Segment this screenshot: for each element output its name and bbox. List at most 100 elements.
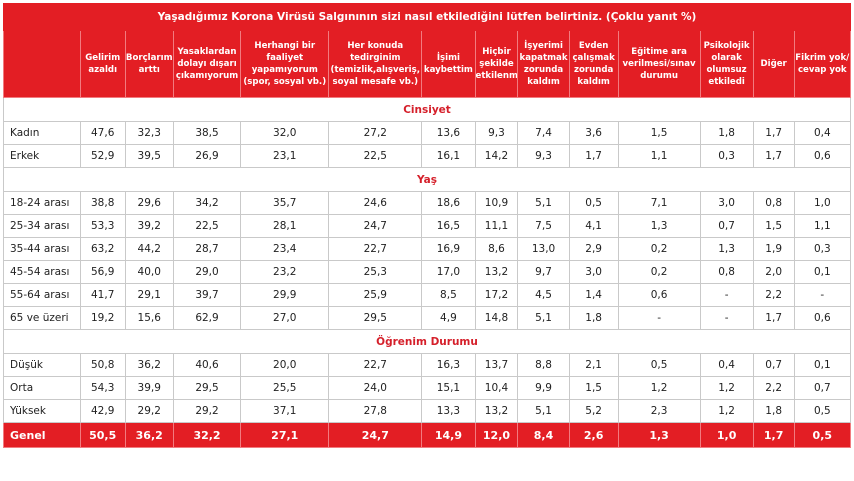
table-cell: 22,7	[328, 353, 423, 377]
table-cell: 0,7	[793, 376, 852, 400]
table-cell: 1,2	[699, 399, 754, 423]
table-cell: 0,2	[617, 237, 701, 261]
table-cell: 10,9	[474, 191, 519, 215]
table-cell: 29,9	[240, 283, 330, 307]
table-cell: 3,0	[699, 191, 754, 215]
row-label: Kadın	[3, 121, 81, 145]
row-label: 65 ve üzeri	[3, 306, 81, 330]
table-cell: 0,7	[752, 353, 795, 377]
table-cell: 1,2	[699, 376, 754, 400]
table-cell: 27,2	[328, 121, 423, 145]
table-cell: 8,6	[474, 237, 519, 261]
table-cell: 1,0	[793, 191, 852, 215]
table-cell: 39,7	[172, 283, 242, 307]
table-cell: 9,3	[474, 121, 519, 145]
table-cell: 44,2	[124, 237, 174, 261]
table-cell: 42,9	[79, 399, 126, 423]
section-title: Öğrenim Durumu	[3, 329, 851, 354]
table-cell: 40,6	[172, 353, 242, 377]
total-cell: 36,2	[124, 422, 174, 448]
table-cell: 3,6	[568, 121, 619, 145]
table-row: Orta 54,3 39,9 29,5 25,5 24,0 15,1 10,4 9,9 1,5 1,…	[3, 376, 852, 400]
table-cell: -	[699, 283, 754, 307]
table-cell: 7,4	[517, 121, 570, 145]
table-cell: 1,2	[617, 376, 701, 400]
table-cell: 1,8	[752, 399, 795, 423]
table-cell: 32,0	[240, 121, 330, 145]
row-label: Yüksek	[3, 399, 81, 423]
table-cell: 16,1	[421, 144, 476, 168]
table-cell: 1,5	[568, 376, 619, 400]
table-cell: 0,7	[699, 214, 754, 238]
table-cell: 23,4	[240, 237, 330, 261]
table-cell: 20,0	[240, 353, 330, 377]
table-body: Cinsiyet Kadın 47,6 32,3 38,5 32,0 27,2 13,6 9,3…	[3, 97, 852, 448]
table-cell: 0,8	[752, 191, 795, 215]
header-cell: Fikrim yok/ cevap yok	[793, 30, 852, 98]
table-cell: 8,8	[517, 353, 570, 377]
table-cell: 47,6	[79, 121, 126, 145]
table-cell: 1,3	[617, 214, 701, 238]
row-label: 55-64 arası	[3, 283, 81, 307]
table-cell: 5,1	[517, 306, 570, 330]
table-row: Erkek 52,9 39,5 26,9 23,1 22,5 16,1 14,2 9,3 1,7 1…	[3, 144, 852, 168]
total-cell: 2,6	[568, 422, 619, 448]
table-cell: 53,3	[79, 214, 126, 238]
table-cell: 1,5	[752, 214, 795, 238]
header-cell: İşimi kaybettim	[421, 30, 476, 98]
header-cell: Eğitime ara verilmesi/sınav durumu	[617, 30, 701, 98]
table-cell: 13,2	[474, 399, 519, 423]
table-cell: 2,0	[752, 260, 795, 284]
table-cell: 52,9	[79, 144, 126, 168]
table-cell: 40,0	[124, 260, 174, 284]
row-label: 45-54 arası	[3, 260, 81, 284]
table-cell: 0,2	[617, 260, 701, 284]
table-cell: 0,4	[699, 353, 754, 377]
table-cell: 1,7	[752, 121, 795, 145]
table-cell: 35,7	[240, 191, 330, 215]
table-cell: 29,5	[328, 306, 423, 330]
table-cell: 29,0	[172, 260, 242, 284]
table-cell: 15,1	[421, 376, 476, 400]
table-cell: 2,1	[568, 353, 619, 377]
table-cell: 2,2	[752, 283, 795, 307]
table-cell: 39,5	[124, 144, 174, 168]
table-cell: 1,4	[568, 283, 619, 307]
table-cell: 0,4	[793, 121, 852, 145]
table-row: 35-44 arası 63,2 44,2 28,7 23,4 22,7 16,9 8,6 13…	[3, 237, 852, 261]
header-label-cell	[3, 30, 81, 98]
survey-results-table: Yaşadığımız Korona Virüsü Salgınının siz…	[3, 3, 852, 448]
table-cell: 9,7	[517, 260, 570, 284]
table-cell: 29,1	[124, 283, 174, 307]
table-cell: 13,3	[421, 399, 476, 423]
total-label: Genel	[3, 422, 81, 448]
table-cell: 50,8	[79, 353, 126, 377]
table-cell: 1,8	[699, 121, 754, 145]
header-cell: Yasaklardan dolayı dışarı çıkamıyorum	[172, 30, 242, 98]
header-row: Gelirim azaldı Borçlarım arttı Yasaklard…	[3, 30, 852, 98]
table-cell: 29,6	[124, 191, 174, 215]
table-cell: 13,2	[474, 260, 519, 284]
section-title: Yaş	[3, 167, 851, 192]
table-row: 65 ve üzeri 19,2 15,6 62,9 27,0 29,5 4,9 14,8 5,…	[3, 306, 852, 330]
header-cell: Her konuda tedirginim (temizlik,alışveri…	[328, 30, 423, 98]
table-cell: 23,2	[240, 260, 330, 284]
table-cell: 0,8	[699, 260, 754, 284]
table-cell: 24,0	[328, 376, 423, 400]
table-cell: 13,7	[474, 353, 519, 377]
table-cell: 1,5	[617, 121, 701, 145]
header-cell: Diğer	[752, 30, 795, 98]
table-cell: 2,9	[568, 237, 619, 261]
table-cell: 17,2	[474, 283, 519, 307]
table-cell: 11,1	[474, 214, 519, 238]
table-cell: 41,7	[79, 283, 126, 307]
total-cell: 32,2	[172, 422, 242, 448]
header-cell: İşyerimi kapatmak zorunda kaldım	[517, 30, 570, 98]
table-cell: 19,2	[79, 306, 126, 330]
table-cell: 9,3	[517, 144, 570, 168]
total-cell: 8,4	[517, 422, 570, 448]
row-label: 35-44 arası	[3, 237, 81, 261]
table-cell: 14,2	[474, 144, 519, 168]
table-cell: 63,2	[79, 237, 126, 261]
total-cell: 24,7	[328, 422, 423, 448]
